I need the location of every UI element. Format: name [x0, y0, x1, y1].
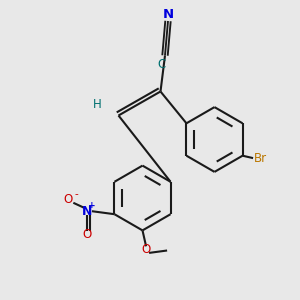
- Text: H: H: [93, 98, 102, 112]
- Text: N: N: [82, 205, 93, 218]
- Text: -: -: [74, 189, 78, 199]
- Text: Br: Br: [254, 152, 267, 165]
- Text: O: O: [63, 193, 73, 206]
- Text: +: +: [88, 201, 96, 210]
- Text: C: C: [157, 58, 166, 71]
- Text: N: N: [162, 8, 174, 21]
- Text: O: O: [83, 228, 92, 241]
- Text: O: O: [142, 243, 151, 256]
